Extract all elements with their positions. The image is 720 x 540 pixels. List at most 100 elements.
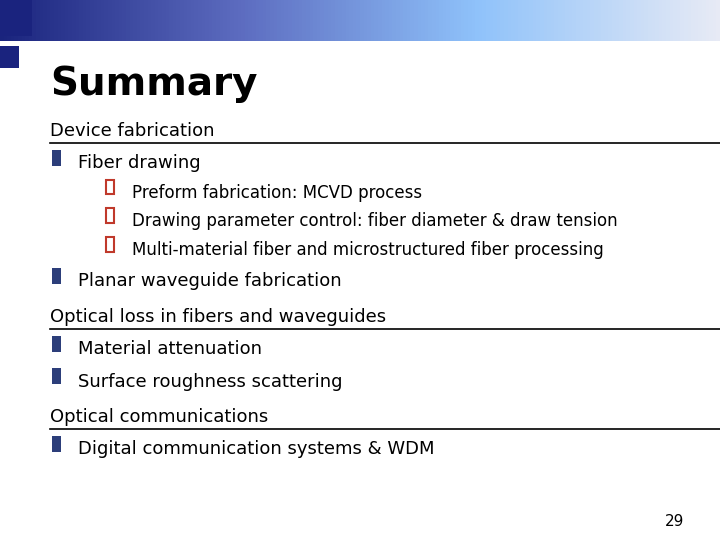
Text: 29: 29 — [665, 514, 684, 529]
FancyBboxPatch shape — [320, 0, 325, 40]
FancyBboxPatch shape — [475, 0, 480, 40]
FancyBboxPatch shape — [212, 0, 217, 40]
FancyBboxPatch shape — [648, 0, 652, 40]
FancyBboxPatch shape — [97, 0, 102, 40]
FancyBboxPatch shape — [54, 0, 58, 40]
FancyBboxPatch shape — [547, 0, 552, 40]
FancyBboxPatch shape — [634, 0, 638, 40]
FancyBboxPatch shape — [389, 0, 393, 40]
FancyBboxPatch shape — [342, 0, 346, 40]
FancyBboxPatch shape — [133, 0, 138, 40]
FancyBboxPatch shape — [576, 0, 580, 40]
FancyBboxPatch shape — [194, 0, 199, 40]
FancyBboxPatch shape — [234, 0, 238, 40]
FancyBboxPatch shape — [472, 0, 476, 40]
FancyBboxPatch shape — [137, 0, 141, 40]
FancyBboxPatch shape — [450, 0, 454, 40]
FancyBboxPatch shape — [112, 0, 116, 40]
FancyBboxPatch shape — [22, 0, 26, 40]
FancyBboxPatch shape — [454, 0, 458, 40]
FancyBboxPatch shape — [396, 0, 400, 40]
FancyBboxPatch shape — [310, 0, 314, 40]
FancyBboxPatch shape — [385, 0, 390, 40]
FancyBboxPatch shape — [191, 0, 195, 40]
FancyBboxPatch shape — [360, 0, 364, 40]
FancyBboxPatch shape — [554, 0, 559, 40]
FancyBboxPatch shape — [40, 0, 44, 40]
FancyBboxPatch shape — [277, 0, 282, 40]
FancyBboxPatch shape — [594, 0, 598, 40]
FancyBboxPatch shape — [238, 0, 242, 40]
FancyBboxPatch shape — [151, 0, 156, 40]
FancyBboxPatch shape — [544, 0, 548, 40]
FancyBboxPatch shape — [230, 0, 235, 40]
FancyBboxPatch shape — [378, 0, 382, 40]
Text: Optical communications: Optical communications — [50, 408, 269, 426]
FancyBboxPatch shape — [346, 0, 350, 40]
FancyBboxPatch shape — [522, 0, 526, 40]
FancyBboxPatch shape — [688, 0, 692, 40]
FancyBboxPatch shape — [511, 0, 516, 40]
FancyBboxPatch shape — [558, 0, 562, 40]
FancyBboxPatch shape — [115, 0, 120, 40]
FancyBboxPatch shape — [569, 0, 573, 40]
FancyBboxPatch shape — [101, 0, 105, 40]
FancyBboxPatch shape — [94, 0, 98, 40]
FancyBboxPatch shape — [504, 0, 508, 40]
FancyBboxPatch shape — [166, 0, 170, 40]
FancyBboxPatch shape — [482, 0, 487, 40]
FancyBboxPatch shape — [540, 0, 544, 40]
FancyBboxPatch shape — [486, 0, 490, 40]
FancyBboxPatch shape — [479, 0, 483, 40]
FancyBboxPatch shape — [0, 46, 19, 68]
FancyBboxPatch shape — [605, 0, 609, 40]
Text: Optical loss in fibers and waveguides: Optical loss in fibers and waveguides — [50, 308, 387, 326]
FancyBboxPatch shape — [407, 0, 411, 40]
FancyBboxPatch shape — [205, 0, 210, 40]
FancyBboxPatch shape — [338, 0, 343, 40]
FancyBboxPatch shape — [637, 0, 642, 40]
FancyBboxPatch shape — [641, 0, 645, 40]
FancyBboxPatch shape — [608, 0, 613, 40]
FancyBboxPatch shape — [7, 0, 12, 40]
FancyBboxPatch shape — [122, 0, 127, 40]
FancyBboxPatch shape — [198, 0, 202, 40]
FancyBboxPatch shape — [284, 0, 289, 40]
FancyBboxPatch shape — [403, 0, 408, 40]
FancyBboxPatch shape — [52, 336, 61, 352]
FancyBboxPatch shape — [414, 0, 418, 40]
FancyBboxPatch shape — [295, 0, 300, 40]
FancyBboxPatch shape — [616, 0, 620, 40]
FancyBboxPatch shape — [529, 0, 534, 40]
FancyBboxPatch shape — [0, 0, 32, 36]
FancyBboxPatch shape — [587, 0, 591, 40]
FancyBboxPatch shape — [317, 0, 321, 40]
FancyBboxPatch shape — [421, 0, 426, 40]
FancyBboxPatch shape — [508, 0, 512, 40]
FancyBboxPatch shape — [25, 0, 30, 40]
FancyBboxPatch shape — [241, 0, 246, 40]
FancyBboxPatch shape — [216, 0, 220, 40]
FancyBboxPatch shape — [655, 0, 660, 40]
FancyBboxPatch shape — [108, 0, 112, 40]
FancyBboxPatch shape — [364, 0, 368, 40]
FancyBboxPatch shape — [443, 0, 447, 40]
FancyBboxPatch shape — [565, 0, 570, 40]
FancyBboxPatch shape — [684, 0, 688, 40]
FancyBboxPatch shape — [457, 0, 462, 40]
FancyBboxPatch shape — [52, 268, 61, 284]
FancyBboxPatch shape — [58, 0, 62, 40]
FancyBboxPatch shape — [76, 0, 80, 40]
FancyBboxPatch shape — [158, 0, 163, 40]
FancyBboxPatch shape — [0, 0, 4, 40]
FancyBboxPatch shape — [270, 0, 274, 40]
FancyBboxPatch shape — [324, 0, 328, 40]
FancyBboxPatch shape — [353, 0, 357, 40]
FancyBboxPatch shape — [662, 0, 667, 40]
FancyBboxPatch shape — [702, 0, 706, 40]
FancyBboxPatch shape — [259, 0, 264, 40]
FancyBboxPatch shape — [580, 0, 584, 40]
FancyBboxPatch shape — [695, 0, 699, 40]
FancyBboxPatch shape — [436, 0, 440, 40]
FancyBboxPatch shape — [187, 0, 192, 40]
